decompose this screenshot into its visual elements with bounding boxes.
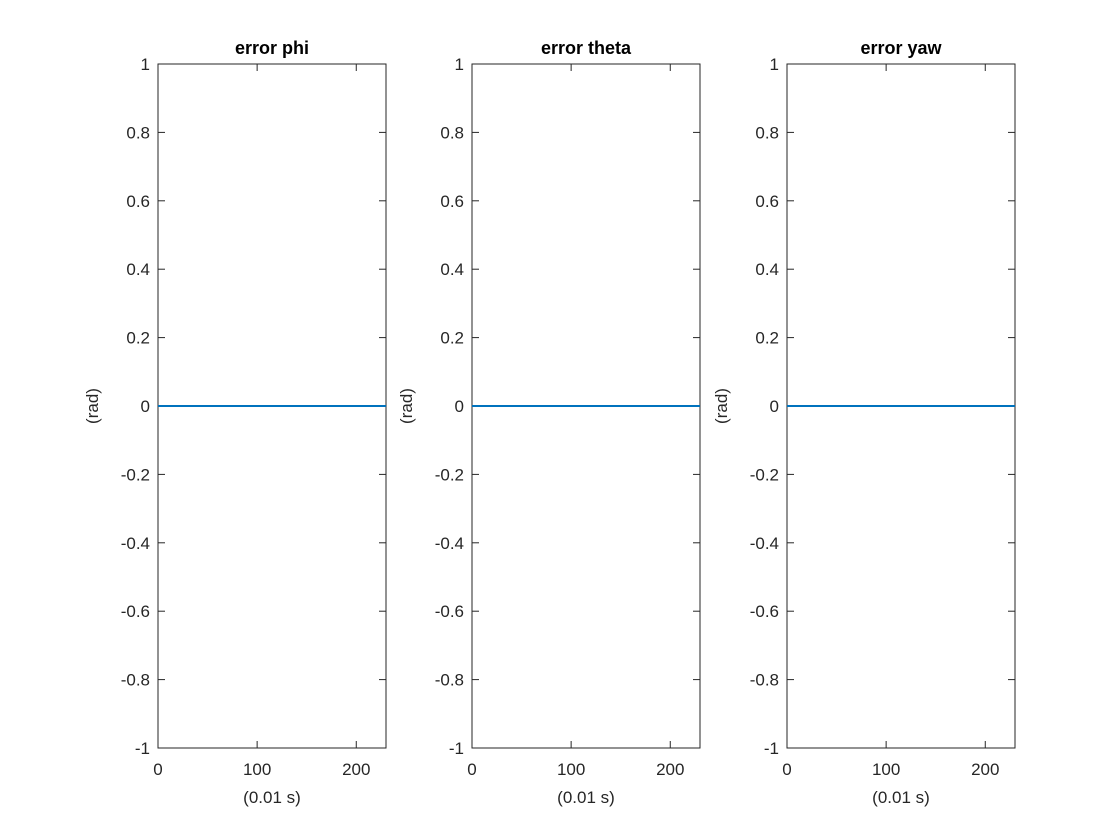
x-tick-label: 200: [971, 760, 999, 779]
x-tick-label: 0: [782, 760, 791, 779]
y-tick-label: 0: [141, 397, 150, 416]
x-tick-label: 100: [243, 760, 271, 779]
x-axis-label: (0.01 s): [872, 788, 930, 807]
x-tick-label: 100: [872, 760, 900, 779]
y-tick-label: 0.6: [440, 192, 464, 211]
y-tick-label: 0.4: [755, 260, 779, 279]
y-tick-label: 0.4: [440, 260, 464, 279]
y-tick-label: -0.2: [121, 465, 150, 484]
subplot-2: -1 -0.8 -0.6 -0.4 -0.2 0 0.2 0.4 0.6 0.8 1 0 100 200 e…: [397, 38, 701, 807]
y-tick-label: 0.2: [440, 329, 464, 348]
subplot-title: error yaw: [860, 38, 942, 58]
y-tick-label: -1: [135, 739, 150, 758]
y-tick-label: 0: [770, 397, 779, 416]
x-axis-label: (0.01 s): [557, 788, 615, 807]
y-tick-label: 0.8: [126, 123, 150, 142]
x-tick-label: 100: [557, 760, 585, 779]
y-tick-label: 1: [455, 55, 464, 74]
subplot-3: -1 -0.8 -0.6 -0.4 -0.2 0 0.2 0.4 0.6 0.8 1 0 100 200 e…: [712, 38, 1016, 807]
y-tick-label: 0.2: [755, 329, 779, 348]
y-tick-label: -1: [764, 739, 779, 758]
subplot-title: error theta: [541, 38, 632, 58]
subplot-title: error phi: [235, 38, 309, 58]
x-tick-label: 0: [467, 760, 476, 779]
x-tick-label: 0: [153, 760, 162, 779]
y-axis-label: (rad): [83, 388, 102, 424]
y-tick-label: -0.8: [435, 671, 464, 690]
y-tick-label: 0: [455, 397, 464, 416]
y-tick-label: 0.4: [126, 260, 150, 279]
y-tick-label: 0.8: [755, 123, 779, 142]
y-tick-label: -1: [449, 739, 464, 758]
y-tick-label: 1: [141, 55, 150, 74]
y-tick-label: -0.2: [750, 465, 779, 484]
y-tick-label: -0.8: [750, 671, 779, 690]
y-tick-label: 1: [770, 55, 779, 74]
y-tick-label: -0.4: [435, 534, 464, 553]
y-tick-label: -0.4: [750, 534, 779, 553]
y-axis-label: (rad): [712, 388, 731, 424]
x-tick-label: 200: [656, 760, 684, 779]
subplot-1: -1 -0.8 -0.6 -0.4 -0.2 0 0.2 0.4 0.6 0.8 1 0 100 200 e…: [83, 38, 387, 807]
y-tick-label: 0.2: [126, 329, 150, 348]
y-tick-label: -0.8: [121, 671, 150, 690]
y-axis-label: (rad): [397, 388, 416, 424]
y-tick-label: -0.6: [435, 602, 464, 621]
y-tick-label: -0.4: [121, 534, 150, 553]
y-tick-label: 0.8: [440, 123, 464, 142]
y-tick-label: -0.6: [121, 602, 150, 621]
x-axis-label: (0.01 s): [243, 788, 301, 807]
y-tick-label: 0.6: [126, 192, 150, 211]
y-tick-label: 0.6: [755, 192, 779, 211]
x-tick-label: 200: [342, 760, 370, 779]
y-tick-label: -0.6: [750, 602, 779, 621]
y-tick-label: -0.2: [435, 465, 464, 484]
